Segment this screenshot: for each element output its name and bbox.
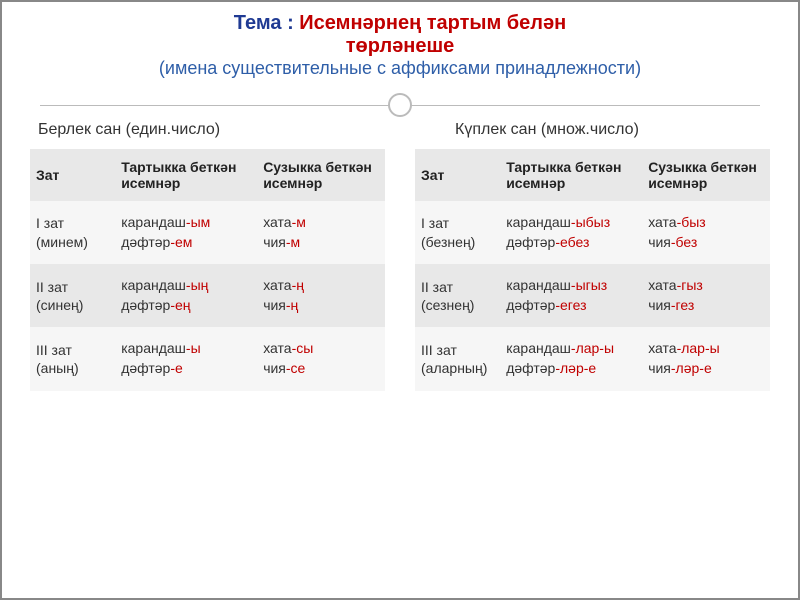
slide-frame <box>0 0 800 600</box>
divider <box>0 91 800 121</box>
divider-circle-icon <box>388 93 412 117</box>
